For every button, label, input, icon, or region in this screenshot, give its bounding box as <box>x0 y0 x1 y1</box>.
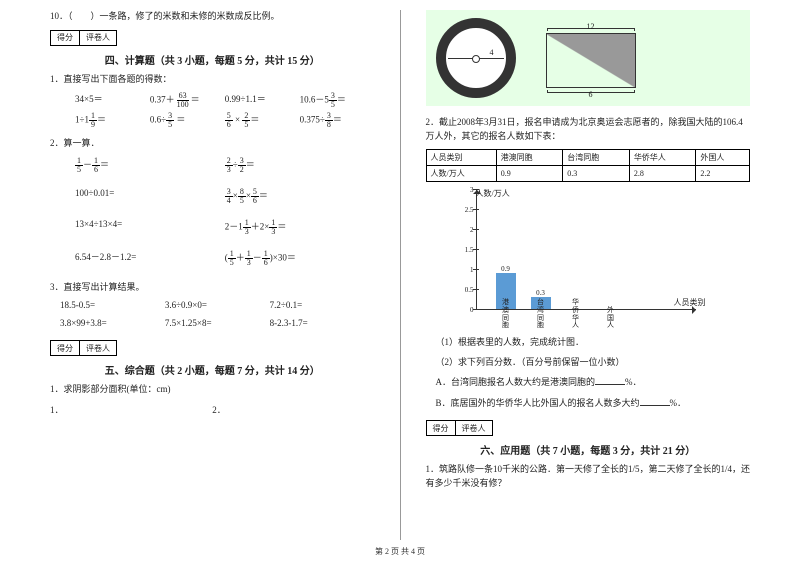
sub-2: （2）求下列百分数．（百分号前保留一位小数） <box>426 356 751 370</box>
q4-2-label: 2．算一算． <box>50 137 375 151</box>
q4-3-label: 3．直接写出计算结果。 <box>50 281 375 295</box>
score-box-6: 得分 评卷人 <box>426 420 493 436</box>
table-data-row: 人数/万人 0.9 0.3 2.8 2.2 <box>426 166 750 182</box>
pair-d: 6.54－2.8－1.2= (15＋13－16)×30＝ <box>50 250 375 267</box>
section-6-title: 六、应用题（共 7 小题，每题 3 分，共计 21 分） <box>426 442 751 457</box>
bar-chart: 人数/万人 人员类别 32.521.510.500.9港澳同胞0.3台湾同胞华侨… <box>456 190 696 330</box>
q10: 10．（ ）一条路，修了的米数和未修的米数成反比例。 <box>50 10 375 24</box>
pair-c: 13×4÷13×4= 2－113＋2×13＝ <box>50 219 375 236</box>
section-5-title: 五、综合题（共 2 小题，每题 7 分，共计 14 分） <box>50 362 375 377</box>
page-footer: 第 2 页 共 4 页 <box>0 546 800 557</box>
q4-1-label: 1．直接写出下面各题的得数： <box>50 73 375 87</box>
right-column: 4 12 6 2．截止2008年3月31日，报名申请成为北京奥运会志愿者的，除我… <box>426 10 751 540</box>
score-box-4: 得分 评卷人 <box>50 30 117 46</box>
score-box-5: 得分 评卷人 <box>50 340 117 356</box>
q5-1: 1．求阴影部分面积(单位：cm) <box>50 383 375 397</box>
circle-figure: 4 <box>436 18 516 98</box>
pair-a: 15－16＝ 23÷32＝ <box>50 157 375 174</box>
eq-row-1: 34×5＝ 0.37＋63100＝ 0.99÷1.1＝ 10.6－535＝ <box>50 92 375 109</box>
table-header-row: 人员类别 港澳同胞 台湾同胞 华侨华人 外国人 <box>426 150 750 166</box>
pair-b: 100÷0.01= 34×85×56＝ <box>50 188 375 205</box>
sub-a: A．台湾同胞报名人数大约是港澳同胞的%． <box>426 375 751 390</box>
r3a: 18.5-0.5=3.6÷0.9×0=7.2÷0.1= <box>50 300 375 310</box>
data-table: 人员类别 港澳同胞 台湾同胞 华侨华人 外国人 人数/万人 0.9 0.3 2.… <box>426 149 751 182</box>
q2-text: 2．截止2008年3月31日，报名申请成为北京奥运会志愿者的，除我国大陆的106… <box>426 116 751 143</box>
triangle-figure: 12 6 <box>546 33 636 88</box>
q6-1: 1．筑路队修一条10千米的公路．第一天修了全长的1/5，第二天修了全长的1/4，… <box>426 463 751 490</box>
figures-panel: 4 12 6 <box>426 10 751 106</box>
column-divider <box>400 10 401 540</box>
sub12: 1．2． <box>50 403 375 416</box>
left-column: 10．（ ）一条路，修了的米数和未修的米数成反比例。 得分 评卷人 四、计算题（… <box>50 10 375 540</box>
eq-row-2: 1÷119＝ 0.6÷35 ＝ 56 × 25＝ 0.375÷38＝ <box>50 112 375 129</box>
sub-b: B．底居国外的华侨华人比外国人的报名人数多大约%． <box>426 396 751 411</box>
sub-1: （1）根据表里的人数，完成统计图． <box>426 336 751 350</box>
r3b: 3.8×99+3.8=7.5×1.25×8=8-2.3-1.7= <box>50 318 375 328</box>
section-4-title: 四、计算题（共 3 小题，每题 5 分，共计 15 分） <box>50 52 375 67</box>
